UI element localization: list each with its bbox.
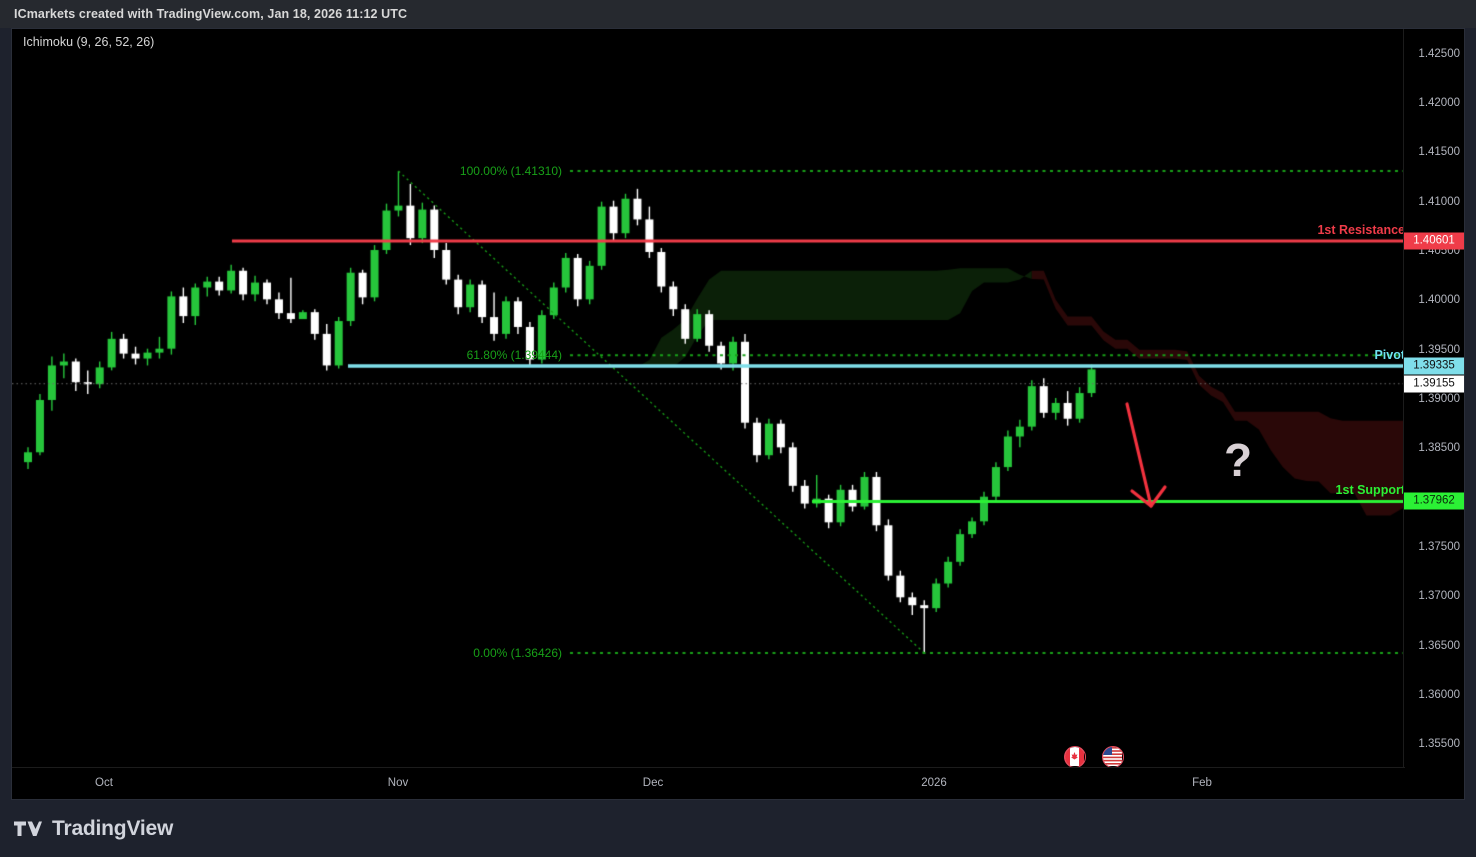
pivot-level-label: Pivot (1374, 347, 1405, 362)
price-tick: 1.36500 (1418, 639, 1460, 652)
event-badge-cad[interactable] (1064, 746, 1086, 768)
price-tick: 1.36000 (1418, 689, 1460, 701)
price-tick: 1.39000 (1418, 393, 1460, 405)
chart-plot-area[interactable]: 100.00% (1.41310) 61.80% (1.39444) 0.00% (… (12, 29, 1405, 769)
question-mark-annotation: ? (1224, 434, 1253, 486)
price-tick: 1.38500 (1418, 442, 1460, 455)
chart-attribution-header: ICmarkets created with TradingView.com, … (0, 0, 1476, 28)
chart-frame[interactable]: 100.00% (1.41310) 61.80% (1.39444) 0.00% (… (11, 28, 1465, 800)
tradingview-logo-icon (14, 821, 42, 836)
resistance-price-badge[interactable]: 1.40601 (1404, 232, 1464, 250)
attribution-text: ICmarkets created with TradingView.com, … (14, 7, 408, 21)
price-tick: 1.41000 (1418, 195, 1460, 208)
indicator-legend[interactable]: Ichimoku (9, 26, 52, 26) (23, 35, 154, 49)
fib-0-label: 0.00% (1.36426) (473, 645, 562, 660)
indicator-legend-label: Ichimoku (9, 26, 52, 26) (23, 35, 155, 49)
price-tick: 1.39500 (1418, 343, 1460, 356)
tradingview-brand-text: TradingView (52, 816, 174, 840)
pivot-price-badge[interactable]: 1.39335 (1404, 357, 1464, 375)
support-price-badge[interactable]: 1.37962 (1404, 492, 1464, 510)
price-tick: 1.35500 (1418, 738, 1460, 751)
time-tick: Nov (387, 777, 409, 789)
footer-bar: TradingView (0, 800, 1476, 857)
fib-618-label: 61.80% (1.39444) (466, 348, 562, 363)
support-level-label: 1st Support (1335, 483, 1405, 498)
time-tick: Dec (642, 777, 664, 789)
price-tick: 1.42000 (1418, 97, 1460, 109)
event-badge-usd[interactable] (1102, 746, 1124, 768)
price-tick: 1.37500 (1418, 541, 1460, 553)
time-tick: 2026 (921, 777, 947, 789)
last-price-badge[interactable]: 1.39155 (1404, 375, 1464, 393)
fib-100-label: 100.00% (1.41310) (459, 164, 562, 179)
price-tick: 1.41500 (1418, 146, 1460, 159)
time-tick: Feb (1192, 777, 1212, 789)
price-tick: 1.40000 (1418, 294, 1460, 307)
resistance-level-label: 1st Resistance (1317, 223, 1405, 238)
time-tick: Oct (95, 777, 113, 789)
time-axis[interactable]: Oct Nov Dec 2026 Feb (12, 767, 1405, 799)
price-tick: 1.42500 (1418, 47, 1460, 60)
price-axis[interactable]: 1.42500 1.42000 1.41500 1.41000 1.40500 1.400… (1403, 29, 1464, 769)
price-tick: 1.37000 (1418, 590, 1460, 603)
candlestick-canvas[interactable] (12, 29, 1405, 769)
